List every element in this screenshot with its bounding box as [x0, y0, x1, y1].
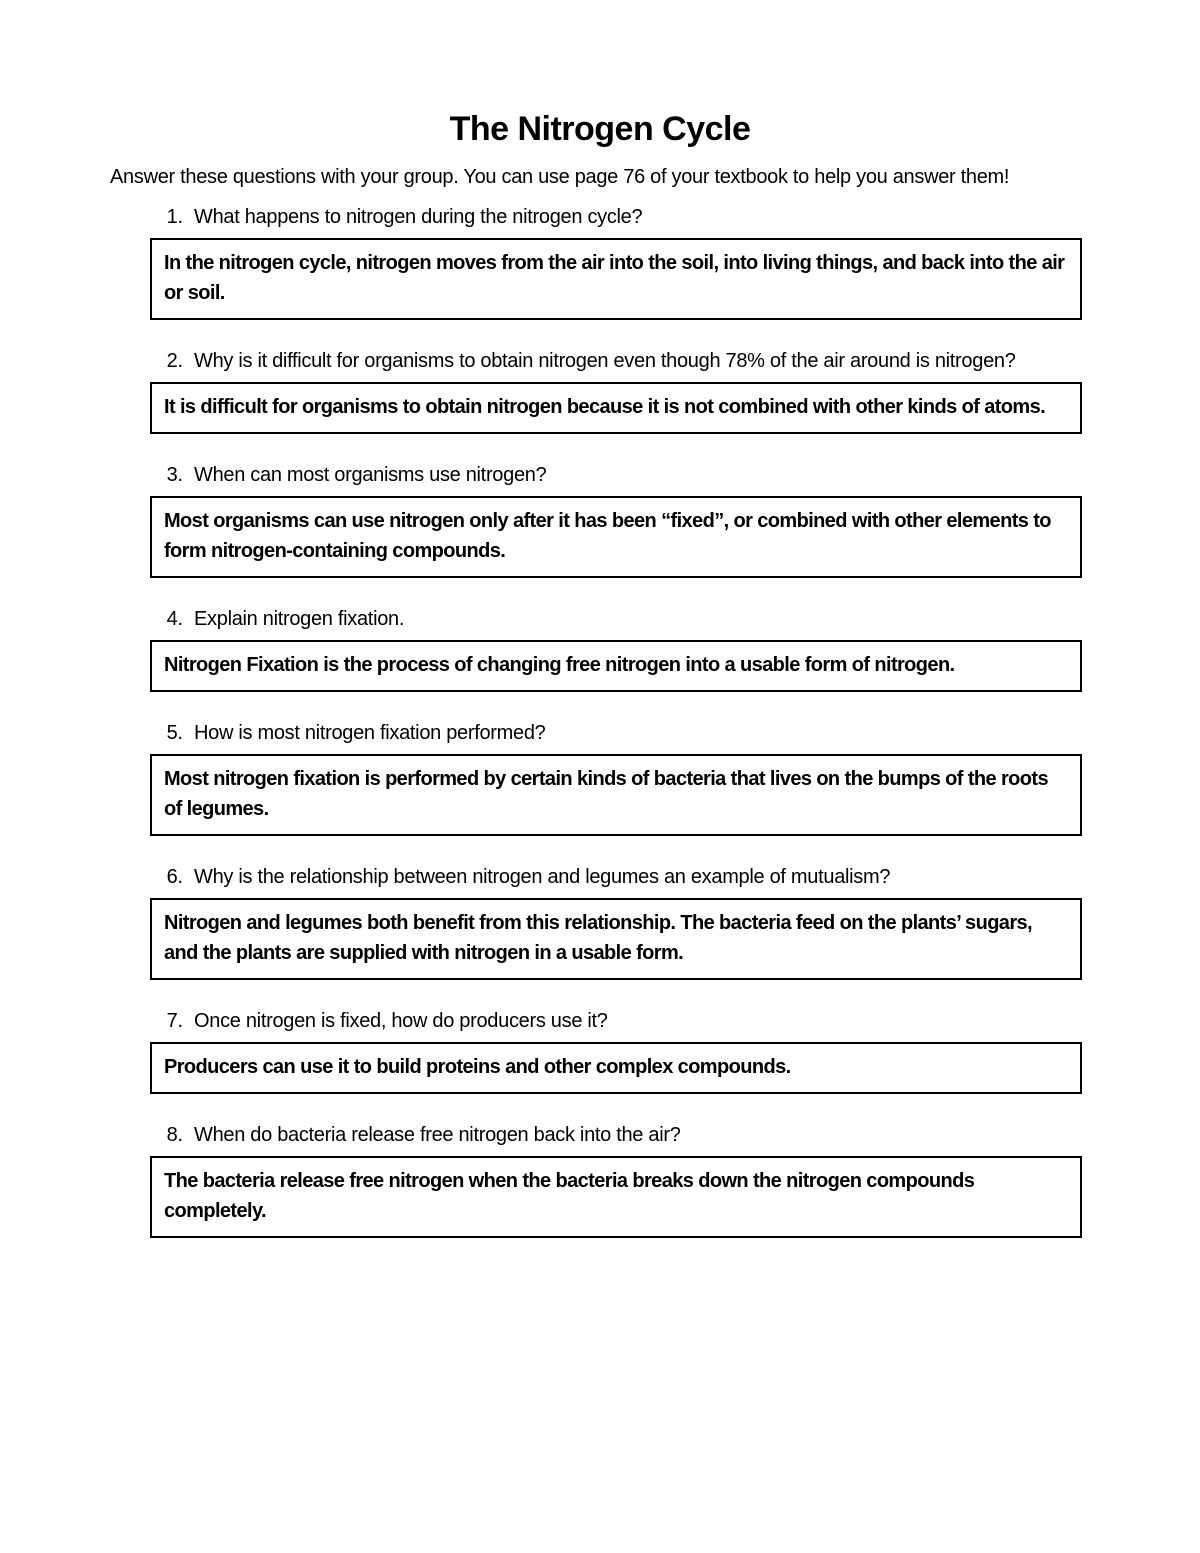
list-item: What happens to nitrogen during the nitr…: [188, 202, 1090, 320]
answer-text: Most nitrogen fixation is performed by c…: [164, 768, 1048, 820]
answer-box: Most organisms can use nitrogen only aft…: [150, 496, 1082, 578]
answer-text: Most organisms can use nitrogen only aft…: [164, 510, 1051, 562]
answer-box: It is difficult for organisms to obtain …: [150, 382, 1082, 434]
answer-box: Nitrogen Fixation is the process of chan…: [150, 640, 1082, 692]
answer-box: Nitrogen and legumes both benefit from t…: [150, 898, 1082, 980]
question-text: Explain nitrogen fixation.: [188, 604, 1090, 634]
list-item: How is most nitrogen fixation performed?…: [188, 718, 1090, 836]
answer-box: Producers can use it to build proteins a…: [150, 1042, 1082, 1094]
answer-text: In the nitrogen cycle, nitrogen moves fr…: [164, 252, 1064, 304]
question-text: What happens to nitrogen during the nitr…: [188, 202, 1090, 232]
list-item: When can most organisms use nitrogen? Mo…: [188, 460, 1090, 578]
question-text: Once nitrogen is fixed, how do producers…: [188, 1006, 1090, 1036]
list-item: Why is it difficult for organisms to obt…: [188, 346, 1090, 434]
question-text: When can most organisms use nitrogen?: [188, 460, 1090, 490]
answer-box: Most nitrogen fixation is performed by c…: [150, 754, 1082, 836]
list-item: When do bacteria release free nitrogen b…: [188, 1120, 1090, 1238]
question-text: Why is the relationship between nitrogen…: [188, 862, 1090, 892]
worksheet-page: The Nitrogen Cycle Answer these question…: [0, 0, 1200, 1553]
instructions-text: Answer these questions with your group. …: [110, 163, 1090, 192]
list-item: Once nitrogen is fixed, how do producers…: [188, 1006, 1090, 1094]
list-item: Why is the relationship between nitrogen…: [188, 862, 1090, 980]
answer-text: The bacteria release free nitrogen when …: [164, 1170, 974, 1222]
answer-text: Producers can use it to build proteins a…: [164, 1056, 791, 1078]
list-item: Explain nitrogen fixation. Nitrogen Fixa…: [188, 604, 1090, 692]
answer-box: In the nitrogen cycle, nitrogen moves fr…: [150, 238, 1082, 320]
answer-text: Nitrogen and legumes both benefit from t…: [164, 912, 1032, 964]
question-text: When do bacteria release free nitrogen b…: [188, 1120, 1090, 1150]
question-list: What happens to nitrogen during the nitr…: [110, 202, 1090, 1238]
answer-text: Nitrogen Fixation is the process of chan…: [164, 654, 955, 676]
answer-text: It is difficult for organisms to obtain …: [164, 396, 1045, 418]
answer-box: The bacteria release free nitrogen when …: [150, 1156, 1082, 1238]
page-title: The Nitrogen Cycle: [110, 110, 1090, 149]
question-text: Why is it difficult for organisms to obt…: [188, 346, 1090, 376]
question-text: How is most nitrogen fixation performed?: [188, 718, 1090, 748]
